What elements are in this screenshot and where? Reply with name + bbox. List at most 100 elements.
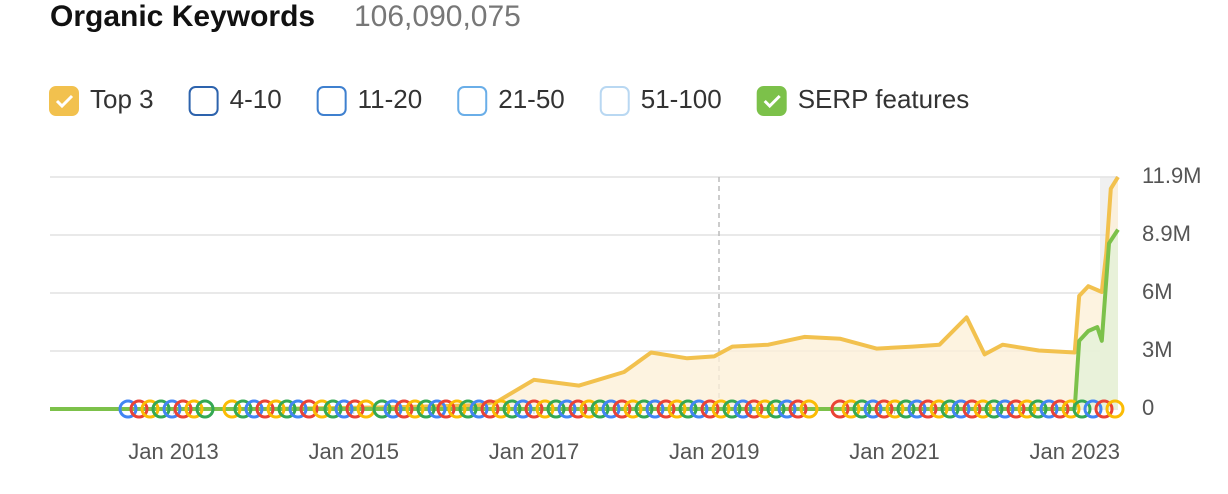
legend-label: 51-100 [641, 84, 722, 114]
serp-icon [513, 399, 533, 419]
y-tick-label: 3M [1142, 337, 1173, 362]
serp-icon [777, 399, 797, 419]
legend-item[interactable]: Top 3 [49, 84, 154, 116]
x-tick-label: Jan 2021 [849, 439, 940, 464]
legend-checkbox [457, 86, 488, 116]
legend-checkbox [599, 86, 630, 116]
serp-icon [1094, 399, 1114, 419]
serp-icon [312, 399, 332, 419]
legend-item[interactable]: 51-100 [599, 84, 722, 116]
serp-icon [524, 399, 544, 419]
serp-icon [129, 399, 149, 419]
serp-icon [1072, 399, 1092, 419]
serp-icon [394, 399, 414, 419]
x-tick-label: Jan 2019 [669, 439, 760, 464]
serp-icon [1061, 399, 1081, 419]
legend-item[interactable]: SERP features [756, 84, 970, 116]
y-tick-label: 0 [1142, 395, 1154, 420]
legend-checkbox [316, 86, 347, 116]
serp-icon [984, 399, 1004, 419]
serp-icon [535, 399, 555, 419]
serp-icon [1105, 399, 1125, 419]
serp-icon [436, 399, 456, 419]
x-tick-label: Jan 2015 [308, 439, 399, 464]
serp-icon [601, 399, 621, 419]
serp-icon [733, 399, 753, 419]
check [763, 94, 781, 109]
serp-icon [480, 399, 500, 419]
serp-icon [852, 399, 872, 419]
serp-icon [345, 399, 365, 419]
serp-icon [700, 399, 720, 419]
legend-label: 21-50 [498, 84, 565, 114]
serp-icon [907, 399, 927, 419]
serp-icon [1083, 399, 1103, 419]
y-tick-label: 6M [1142, 279, 1173, 304]
serp-icon [766, 399, 786, 419]
serp-icon [788, 399, 808, 419]
serp-icon [841, 399, 861, 419]
serp-icon [383, 399, 403, 419]
serp-icon [491, 399, 511, 419]
serp-icon [951, 399, 971, 419]
serp-icon [940, 399, 960, 419]
legend-label: 4-10 [230, 84, 282, 114]
chart-title: Organic Keywords [50, 0, 315, 33]
legend-item[interactable]: 11-20 [316, 84, 423, 116]
serp-icon [1050, 399, 1070, 419]
line [50, 228, 1120, 411]
serp-icon [173, 399, 193, 419]
serp-icon [590, 399, 610, 419]
serp-icon [755, 399, 775, 419]
serp-icon [244, 399, 264, 419]
serp-icon [277, 399, 297, 419]
serp-icon [863, 399, 883, 419]
serp-icon [447, 399, 467, 419]
serp-icon [405, 399, 425, 419]
legend-checkbox [49, 86, 79, 116]
serp-icon [1039, 399, 1059, 419]
serp-icon [1028, 399, 1048, 419]
serp-icon [372, 399, 392, 419]
serp-icon [918, 399, 938, 419]
serp-icon [722, 399, 742, 419]
serp-icon [546, 399, 566, 419]
serp-icon [962, 399, 982, 419]
serp-icon [140, 399, 160, 419]
serp-icon [885, 399, 905, 419]
serp-icon [667, 399, 687, 419]
legend-checkbox [756, 86, 787, 116]
serp-icon [266, 399, 286, 419]
serp-icon [557, 399, 577, 419]
serp-icon [656, 399, 676, 419]
y-tick-label: 8.9M [1142, 221, 1191, 246]
serp-icon [645, 399, 665, 419]
serp-icon [222, 399, 242, 419]
y-tick-label: 11.9M [1142, 163, 1202, 188]
line [50, 175, 1120, 411]
serp-icon [151, 399, 171, 419]
serp-icon [233, 399, 253, 419]
legend-checkbox [188, 86, 219, 116]
serp-icon [458, 399, 478, 419]
serp-icon [1017, 399, 1037, 419]
legend-label: 11-20 [358, 84, 423, 114]
serp-icon [334, 399, 354, 419]
serp-icon [502, 399, 522, 419]
serp-icon [1006, 399, 1026, 419]
serp-icon [929, 399, 949, 419]
serp-icon [416, 399, 436, 419]
serp-icon [118, 399, 138, 419]
serp-icon [689, 399, 709, 419]
serp-icon [634, 399, 654, 419]
total: 106,090,075 [354, 0, 521, 33]
serp-icon [830, 399, 850, 419]
legend-item[interactable]: 21-50 [457, 84, 565, 116]
serp-icon [323, 399, 343, 419]
serp-icon [427, 399, 447, 419]
x-tick-label: Jan 2017 [489, 439, 580, 464]
serp-icon [612, 399, 632, 419]
serp-icon [162, 399, 182, 419]
legend-item[interactable]: 4-10 [188, 84, 282, 116]
